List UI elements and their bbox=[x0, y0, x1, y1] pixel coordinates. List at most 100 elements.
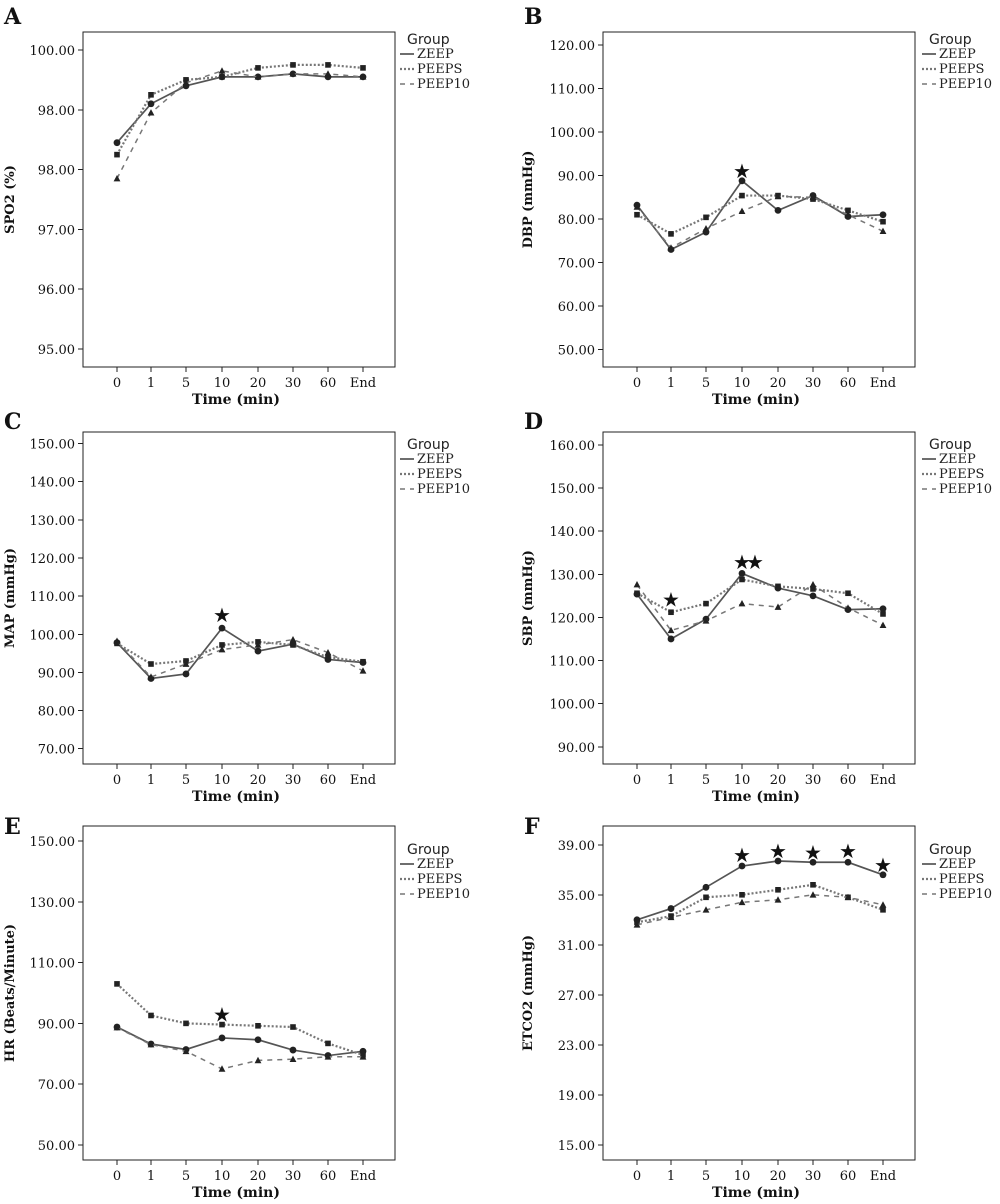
x-tick-label: 30 bbox=[285, 376, 302, 391]
y-tick-label: 98.00 bbox=[38, 104, 75, 119]
y-tick-label: 35.00 bbox=[558, 889, 595, 904]
series-line-peep10 bbox=[116, 638, 364, 678]
x-tick-label: 30 bbox=[285, 1169, 302, 1184]
x-axis-label: Time (min) bbox=[712, 392, 800, 408]
data-point-zeep bbox=[667, 905, 675, 912]
data-point-peep10 bbox=[667, 244, 675, 251]
data-point-peep10 bbox=[774, 192, 782, 200]
data-point-peeps bbox=[880, 907, 886, 913]
y-tick-label: 150.00 bbox=[550, 482, 596, 497]
data-point-peep10 bbox=[702, 617, 710, 624]
series-line-zeep bbox=[116, 1026, 364, 1057]
x-tick-label: 1 bbox=[667, 376, 675, 391]
legend-title: Group bbox=[929, 437, 972, 453]
x-tick-label: 20 bbox=[770, 773, 787, 788]
data-point-peep10 bbox=[667, 913, 675, 921]
significance-star-icon: ★ bbox=[213, 603, 231, 627]
data-point-peeps bbox=[634, 211, 640, 218]
legend-label-peeps: PEEPS bbox=[417, 62, 462, 77]
y-tick-label: 100.00 bbox=[30, 628, 76, 643]
data-point-peep10 bbox=[147, 1041, 155, 1048]
x-tick-label: 10 bbox=[734, 1169, 751, 1184]
data-point-peeps bbox=[845, 207, 851, 214]
y-tick-label: 100.00 bbox=[30, 44, 76, 59]
series-line-zeep bbox=[636, 572, 884, 641]
x-tick-label: 60 bbox=[840, 376, 857, 391]
legend-label-peep10: PEEP10 bbox=[417, 77, 470, 92]
y-axis-label: ETCO2 (mmHg) bbox=[521, 935, 536, 1051]
y-tick-label: 60.00 bbox=[558, 300, 595, 315]
data-point-zeep bbox=[702, 883, 710, 891]
y-tick-label: 90.00 bbox=[38, 1017, 75, 1032]
significance-star-icon: ★ bbox=[213, 1002, 231, 1026]
x-tick-label: 0 bbox=[633, 1169, 641, 1184]
chart-panel-b: B50.0060.0070.0080.0090.00100.00110.0012… bbox=[521, 4, 992, 408]
legend-label-zeep: ZEEP bbox=[939, 452, 976, 467]
data-point-zeep bbox=[289, 1046, 297, 1054]
legend-label-peep10: PEEP10 bbox=[417, 887, 470, 902]
x-tick-label: 0 bbox=[113, 376, 121, 391]
legend-label-peep10: PEEP10 bbox=[939, 482, 992, 497]
y-tick-label: 110.00 bbox=[550, 83, 596, 98]
data-point-peeps bbox=[880, 611, 886, 617]
data-point-peeps bbox=[219, 74, 225, 80]
data-point-zeep bbox=[218, 624, 226, 632]
data-point-peep10 bbox=[738, 600, 746, 607]
data-point-peep10 bbox=[289, 70, 297, 77]
data-point-peep10 bbox=[113, 174, 121, 182]
plot-frame bbox=[82, 431, 396, 765]
y-tick-label: 80.00 bbox=[558, 213, 595, 228]
x-tick-label: End bbox=[870, 376, 896, 391]
data-point-zeep bbox=[738, 570, 746, 577]
plot-frame bbox=[82, 825, 396, 1161]
y-tick-label: 70.00 bbox=[38, 1078, 75, 1093]
series-line-peep10 bbox=[116, 70, 364, 179]
data-point-peeps bbox=[219, 642, 225, 648]
data-point-peep10 bbox=[254, 641, 262, 648]
legend-title: Group bbox=[407, 437, 450, 453]
panel-letter-d: D bbox=[524, 409, 543, 435]
data-point-zeep bbox=[113, 139, 121, 147]
x-tick-label: 1 bbox=[667, 1169, 675, 1184]
y-tick-label: 120.00 bbox=[30, 552, 76, 567]
x-axis-label: Time (min) bbox=[192, 1185, 280, 1201]
y-tick-label: 90.00 bbox=[558, 170, 595, 185]
y-tick-label: 96.00 bbox=[38, 283, 75, 298]
x-axis-label: Time (min) bbox=[192, 392, 280, 408]
x-tick-label: 60 bbox=[840, 773, 857, 788]
legend-label-peep10: PEEP10 bbox=[417, 482, 470, 497]
data-point-zeep bbox=[182, 670, 190, 678]
y-axis-label: SBP (mmHg) bbox=[521, 550, 536, 646]
legend-label-peep10: PEEP10 bbox=[939, 77, 992, 92]
y-tick-label: 19.00 bbox=[558, 1089, 595, 1104]
significance-star-icon: ★ bbox=[733, 159, 751, 183]
data-point-peep10 bbox=[809, 193, 817, 201]
data-point-peep10 bbox=[633, 921, 641, 928]
series-line-peep10 bbox=[636, 894, 884, 926]
legend-label-zeep: ZEEP bbox=[417, 857, 454, 872]
x-tick-label: 5 bbox=[182, 773, 190, 788]
y-axis-label: DBP (mmHg) bbox=[521, 151, 536, 249]
y-tick-label: 160.00 bbox=[550, 439, 596, 454]
data-point-peep10 bbox=[324, 1053, 332, 1060]
x-tick-label: End bbox=[870, 773, 896, 788]
data-point-zeep bbox=[879, 605, 887, 613]
data-point-peeps bbox=[810, 881, 816, 888]
legend-label-peeps: PEEPS bbox=[417, 872, 462, 887]
data-point-peep10 bbox=[359, 73, 367, 80]
x-tick-label: End bbox=[350, 1169, 376, 1184]
data-point-peeps bbox=[114, 151, 120, 158]
x-tick-label: 5 bbox=[182, 1169, 190, 1184]
x-tick-label: 20 bbox=[770, 1169, 787, 1184]
data-point-zeep bbox=[738, 177, 746, 185]
significance-star-icon: ★ bbox=[733, 843, 751, 867]
legend-label-peep10: PEEP10 bbox=[939, 887, 992, 902]
series-line-zeep bbox=[116, 73, 363, 144]
x-tick-label: 0 bbox=[113, 1169, 121, 1184]
x-tick-label: 5 bbox=[702, 376, 710, 391]
x-axis-label: Time (min) bbox=[712, 1185, 800, 1201]
data-point-peeps bbox=[325, 1040, 331, 1047]
data-point-peeps bbox=[148, 92, 154, 98]
